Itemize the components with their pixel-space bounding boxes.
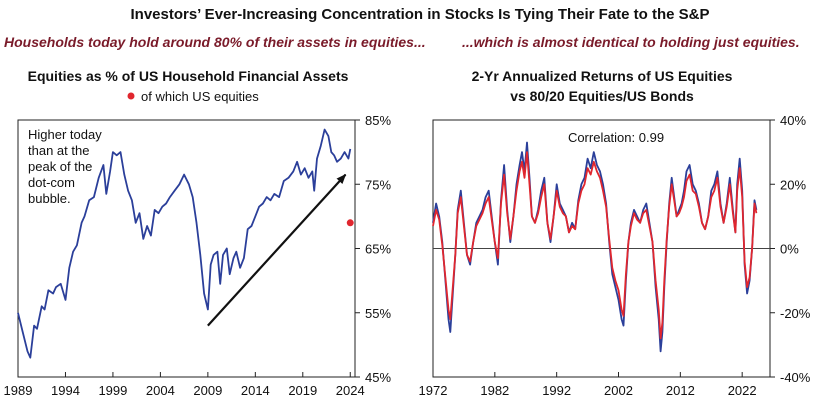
x-tick-label: 1992 [542,383,571,398]
x-tick-label: 2004 [146,383,175,398]
y-tick-label: 0% [780,242,799,257]
left-chart-title: Equities as % of US Household Financial … [28,68,349,84]
x-tick-label: 1989 [4,383,33,398]
x-tick-label: 2022 [728,383,757,398]
y-tick-label: 55% [365,306,391,321]
y-tick-label: -40% [780,370,811,385]
data-point-marker [346,219,354,227]
right-chart-title-line1: 2-Yr Annualized Returns of US Equities [472,68,733,84]
main-title: Investors’ Ever-Increasing Concentration… [130,6,710,23]
annotation-line: peak of the [28,159,92,174]
series-line-2 [432,151,758,340]
left-legend-label: of which US equities [141,89,259,104]
x-tick-label: 1999 [98,383,127,398]
left-chart: 45% 55% 65% 75% 85% 1989 1994 1999 2004 2009 2014 2… [4,113,392,398]
x-tick-label: 2024 [336,383,365,398]
y-tick-label: 40% [780,113,806,128]
annotation-line: bubble. [28,191,71,206]
series-line-1 [432,141,758,353]
left-subtitle: Households today hold around 80% of thei… [4,34,426,50]
x-tick-label: 2014 [241,383,270,398]
x-tick-label: 2002 [604,383,633,398]
x-tick-label: 2012 [666,383,695,398]
trend-arrow [207,173,347,327]
right-chart: -40% -20% 0% 20% 40% 1972 1982 1992 2002 2012 2022 [419,113,811,398]
x-tick-label: 1972 [419,383,448,398]
annotation-line: than at the [28,143,89,158]
annotation-line: Higher today [28,127,102,142]
y-tick-label: 85% [365,113,391,128]
y-tick-label: 75% [365,177,391,192]
right-chart-title-line2: vs 80/20 Equities/US Bonds [510,88,694,104]
right-subtitle: ...which is almost identical to holding … [462,34,800,50]
annotation-line: dot-com [28,175,75,190]
right-annotation: Correlation: 0.99 [568,130,664,145]
left-legend-marker [127,92,135,100]
y-tick-label: 20% [780,177,806,192]
y-tick-label: -20% [780,306,811,321]
x-tick-label: 1994 [51,383,80,398]
x-tick-label: 2009 [193,383,222,398]
y-tick-label: 45% [365,370,391,385]
y-tick-label: 65% [365,242,391,257]
x-tick-label: 1982 [480,383,509,398]
left-annotation: Higher today than at the peak of the dot… [28,127,105,206]
series-line-1 [17,128,352,359]
x-tick-label: 2019 [288,383,317,398]
